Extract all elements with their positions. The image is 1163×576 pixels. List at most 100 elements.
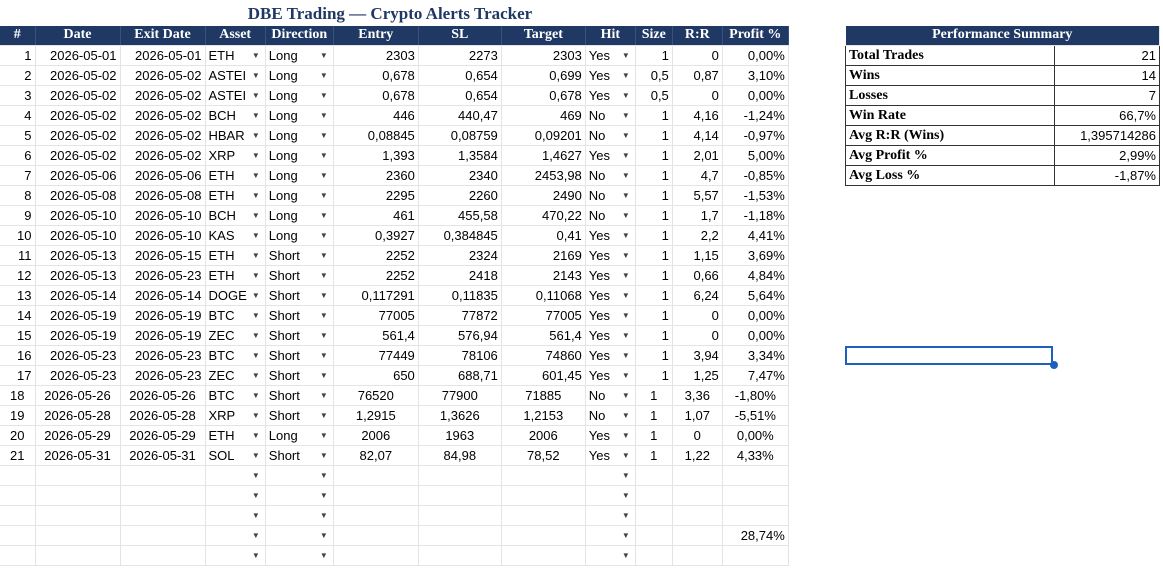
dropdown-arrow-icon[interactable]: ▼ bbox=[621, 530, 630, 540]
cell-[interactable]: 9 bbox=[0, 205, 36, 226]
cell-direction[interactable]: Long ▼ bbox=[265, 65, 334, 86]
empty-cell[interactable] bbox=[501, 485, 586, 506]
empty-cell[interactable]: ▼ bbox=[585, 545, 636, 566]
dropdown-arrow-icon[interactable]: ▼ bbox=[319, 490, 328, 500]
cell-sl[interactable]: 1963 bbox=[418, 425, 502, 446]
cell-asset[interactable]: BTC ▼ bbox=[205, 305, 266, 326]
dropdown-arrow-icon[interactable]: ▼ bbox=[251, 250, 260, 260]
cell-profit[interactable]: 0,00% bbox=[722, 425, 789, 446]
cell-target[interactable]: 2490 bbox=[501, 185, 586, 206]
cell-date[interactable]: 2026-05-02 bbox=[35, 105, 121, 126]
cell-hit[interactable]: No ▼ bbox=[585, 185, 636, 206]
dropdown-arrow-icon[interactable]: ▼ bbox=[251, 150, 260, 160]
summary-value[interactable]: 7 bbox=[1054, 84, 1160, 106]
cell-date[interactable]: 2026-05-02 bbox=[35, 125, 121, 146]
cell-size[interactable]: 1 bbox=[635, 325, 673, 346]
dropdown-arrow-icon[interactable]: ▼ bbox=[621, 450, 630, 460]
empty-cell[interactable] bbox=[0, 465, 36, 486]
cell-entry[interactable]: 2360 bbox=[333, 165, 419, 186]
cell-date[interactable]: 2026-05-26 bbox=[35, 385, 121, 406]
cell-profit[interactable]: -5,51% bbox=[722, 405, 789, 426]
cell-[interactable]: 15 bbox=[0, 325, 36, 346]
dropdown-arrow-icon[interactable]: ▼ bbox=[621, 150, 630, 160]
empty-cell[interactable] bbox=[120, 525, 206, 546]
summary-label[interactable]: Losses bbox=[845, 84, 1055, 106]
cell-sl[interactable]: 0,384845 bbox=[418, 225, 502, 246]
dropdown-arrow-icon[interactable]: ▼ bbox=[251, 430, 260, 440]
cell-profit[interactable]: 5,00% bbox=[722, 145, 789, 166]
summary-label[interactable]: Avg R:R (Wins) bbox=[845, 124, 1055, 146]
cell-asset[interactable]: ETH ▼ bbox=[205, 45, 266, 66]
cell-direction[interactable]: Long ▼ bbox=[265, 105, 334, 126]
cell-r-r[interactable]: 1,22 bbox=[672, 445, 723, 466]
cell-r-r[interactable]: 0 bbox=[672, 425, 723, 446]
dropdown-arrow-icon[interactable]: ▼ bbox=[251, 510, 260, 520]
summary-label[interactable]: Avg Loss % bbox=[845, 164, 1055, 186]
cell-r-r[interactable]: 0 bbox=[672, 305, 723, 326]
cell-exit-date[interactable]: 2026-05-23 bbox=[120, 365, 206, 386]
empty-cell[interactable] bbox=[672, 525, 723, 546]
cell-size[interactable]: 1 bbox=[635, 245, 673, 266]
cell-hit[interactable]: Yes ▼ bbox=[585, 225, 636, 246]
cell-sl[interactable]: 440,47 bbox=[418, 105, 502, 126]
cell-sl[interactable]: 2324 bbox=[418, 245, 502, 266]
cell-size[interactable]: 1 bbox=[635, 105, 673, 126]
dropdown-arrow-icon[interactable]: ▼ bbox=[251, 290, 260, 300]
col-header-num[interactable]: # bbox=[0, 26, 36, 46]
dropdown-arrow-icon[interactable]: ▼ bbox=[251, 390, 260, 400]
cell-entry[interactable]: 0,678 bbox=[333, 85, 419, 106]
cell-hit[interactable]: Yes ▼ bbox=[585, 425, 636, 446]
cell-target[interactable]: 78,52 bbox=[501, 445, 586, 466]
cell-direction[interactable]: Short ▼ bbox=[265, 445, 334, 466]
dropdown-arrow-icon[interactable]: ▼ bbox=[319, 430, 328, 440]
dropdown-arrow-icon[interactable]: ▼ bbox=[621, 310, 630, 320]
cell-entry[interactable]: 0,3927 bbox=[333, 225, 419, 246]
empty-cell[interactable]: ▼ bbox=[585, 505, 636, 526]
cell-target[interactable]: 1,4627 bbox=[501, 145, 586, 166]
dropdown-arrow-icon[interactable]: ▼ bbox=[621, 510, 630, 520]
empty-cell[interactable] bbox=[635, 545, 673, 566]
cell-profit[interactable]: 0,00% bbox=[722, 85, 789, 106]
cell-[interactable]: 16 bbox=[0, 345, 36, 366]
cell-date[interactable]: 2026-05-10 bbox=[35, 225, 121, 246]
cell-profit[interactable]: -1,18% bbox=[722, 205, 789, 226]
dropdown-arrow-icon[interactable]: ▼ bbox=[319, 90, 328, 100]
empty-cell[interactable]: ▼ bbox=[205, 545, 266, 566]
cell-hit[interactable]: Yes ▼ bbox=[585, 445, 636, 466]
dropdown-arrow-icon[interactable]: ▼ bbox=[621, 370, 630, 380]
cell-asset[interactable]: KAS ▼ bbox=[205, 225, 266, 246]
dropdown-arrow-icon[interactable]: ▼ bbox=[621, 550, 630, 560]
dropdown-arrow-icon[interactable]: ▼ bbox=[621, 410, 630, 420]
fill-handle-icon[interactable] bbox=[1050, 361, 1058, 369]
cell-hit[interactable]: Yes ▼ bbox=[585, 305, 636, 326]
cell-profit[interactable]: 3,34% bbox=[722, 345, 789, 366]
cell-[interactable]: 14 bbox=[0, 305, 36, 326]
summary-value[interactable]: 2,99% bbox=[1054, 144, 1160, 166]
cell-r-r[interactable]: 3,36 bbox=[672, 385, 723, 406]
cell-asset[interactable]: ETH ▼ bbox=[205, 265, 266, 286]
cell-direction[interactable]: Short ▼ bbox=[265, 365, 334, 386]
dropdown-arrow-icon[interactable]: ▼ bbox=[251, 90, 260, 100]
empty-cell[interactable] bbox=[418, 485, 502, 506]
cell-target[interactable]: 0,699 bbox=[501, 65, 586, 86]
cell-entry[interactable]: 77005 bbox=[333, 305, 419, 326]
cell-size[interactable]: 1 bbox=[635, 425, 673, 446]
cell-entry[interactable]: 1,393 bbox=[333, 145, 419, 166]
empty-cell[interactable] bbox=[35, 465, 121, 486]
cell-hit[interactable]: No ▼ bbox=[585, 165, 636, 186]
cell-profit[interactable]: -1,24% bbox=[722, 105, 789, 126]
empty-cell[interactable] bbox=[722, 465, 789, 486]
dropdown-arrow-icon[interactable]: ▼ bbox=[319, 410, 328, 420]
dropdown-arrow-icon[interactable]: ▼ bbox=[251, 190, 260, 200]
cell-date[interactable]: 2026-05-02 bbox=[35, 85, 121, 106]
cell-date[interactable]: 2026-05-02 bbox=[35, 145, 121, 166]
dropdown-arrow-icon[interactable]: ▼ bbox=[251, 550, 260, 560]
cell-direction[interactable]: Long ▼ bbox=[265, 205, 334, 226]
cell-direction[interactable]: Long ▼ bbox=[265, 125, 334, 146]
cell-exit-date[interactable]: 2026-05-23 bbox=[120, 345, 206, 366]
cell-date[interactable]: 2026-05-29 bbox=[35, 425, 121, 446]
cell-asset[interactable]: ETH ▼ bbox=[205, 165, 266, 186]
cell-asset[interactable]: ETH ▼ bbox=[205, 185, 266, 206]
cell-exit-date[interactable]: 2026-05-02 bbox=[120, 105, 206, 126]
cell-[interactable]: 6 bbox=[0, 145, 36, 166]
